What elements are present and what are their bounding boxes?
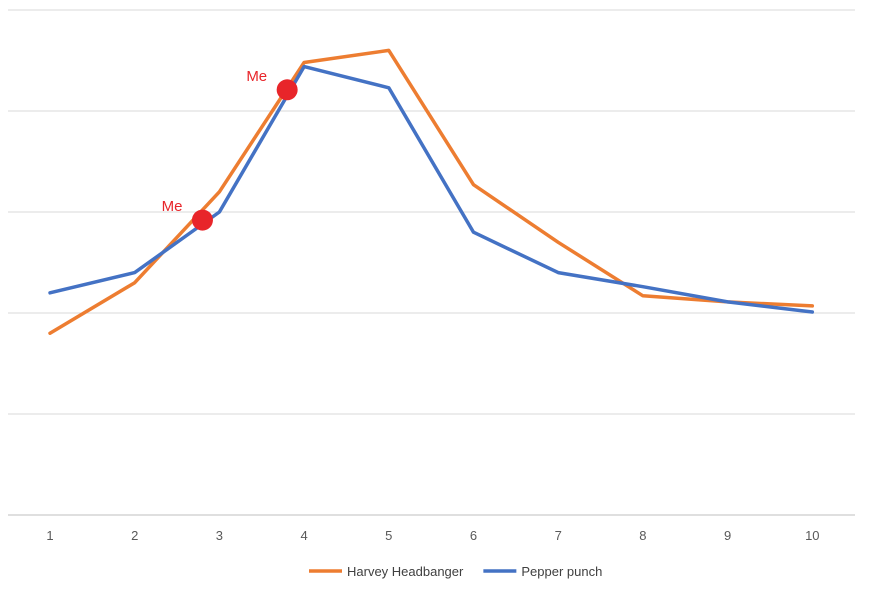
legend: Harvey Headbanger Pepper punch — [309, 564, 602, 579]
x-tick-label: 3 — [216, 528, 223, 543]
legend-item: Harvey Headbanger — [309, 564, 464, 579]
legend-item: Pepper punch — [483, 564, 602, 579]
annotations: Me Me — [162, 68, 298, 231]
x-tick-label: 6 — [470, 528, 477, 543]
legend-label: Pepper punch — [521, 564, 602, 579]
x-tick-label: 5 — [385, 528, 392, 543]
series-lines — [48, 48, 815, 335]
gridlines — [8, 9, 855, 516]
series-line — [48, 48, 815, 335]
x-axis-tick-labels: 1 2 3 4 5 6 7 8 9 10 — [46, 528, 819, 543]
series-line — [48, 64, 815, 314]
legend-label: Harvey Headbanger — [347, 564, 464, 579]
x-tick-label: 8 — [639, 528, 646, 543]
x-tick-label: 10 — [805, 528, 819, 543]
annotation-marker — [276, 79, 298, 101]
annotation-marker — [191, 209, 213, 231]
x-tick-label: 4 — [300, 528, 307, 543]
x-tick-label: 7 — [555, 528, 562, 543]
annotation-label: Me — [246, 68, 267, 85]
x-tick-label: 9 — [724, 528, 731, 543]
x-tick-label: 1 — [46, 528, 53, 543]
x-tick-label: 2 — [131, 528, 138, 543]
annotation-label: Me — [162, 198, 183, 215]
